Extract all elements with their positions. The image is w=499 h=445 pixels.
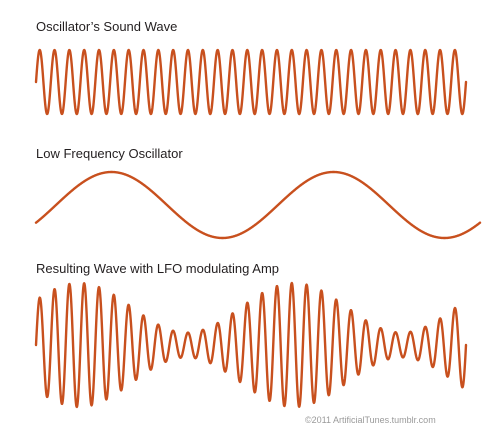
result-title: Resulting Wave with LFO modulating Amp [36,261,280,276]
oscillator-title: Oscillator’s Sound Wave [36,19,178,34]
lfo-wave [34,170,482,240]
resulting-wave [34,281,468,409]
oscillator-wave [34,48,468,116]
copyright-credit: ©2011 ArtificialTunes.tumblr.com [305,415,436,425]
lfo-title: Low Frequency Oscillator [36,146,183,161]
